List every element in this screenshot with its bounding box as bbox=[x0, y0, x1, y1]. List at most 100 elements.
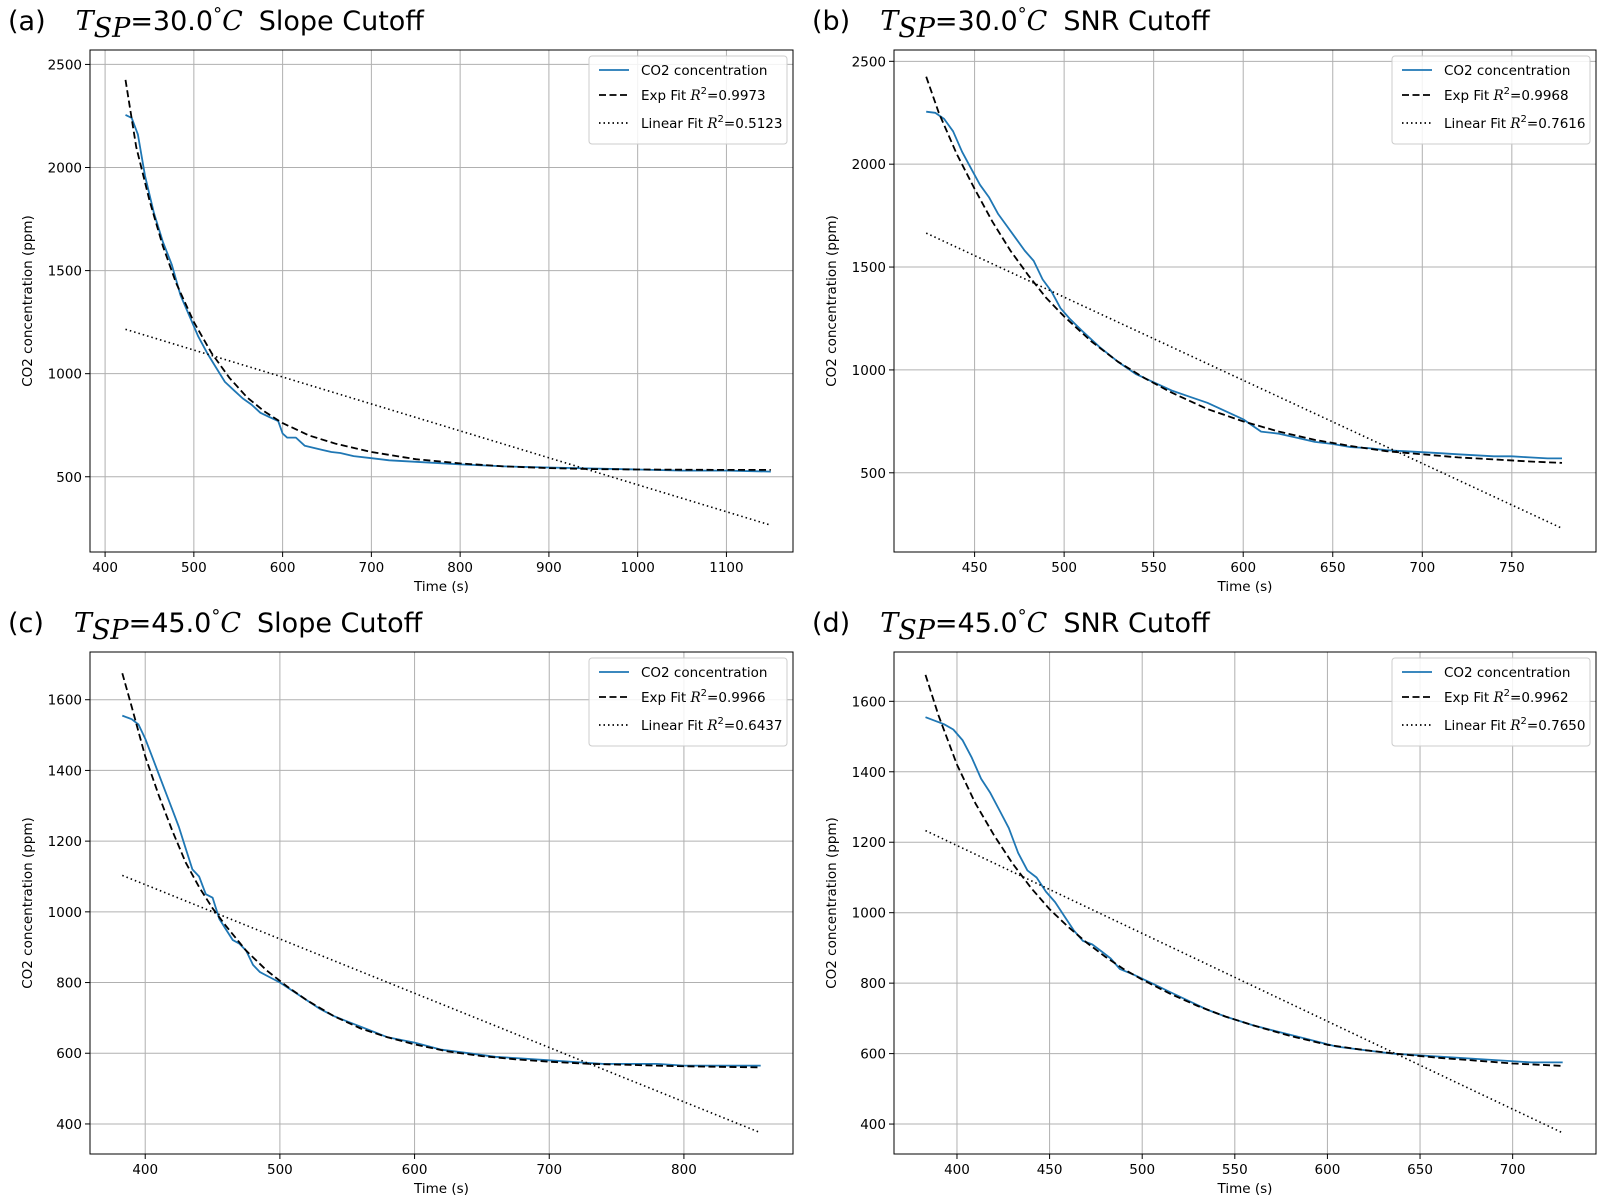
chart-panel-3: (c) TSP=45.0°C Slope Cutoff 400 500 600 700 800… bbox=[8, 606, 794, 1197]
x-tick-label: 600 bbox=[1230, 560, 1256, 576]
title-variable: T bbox=[76, 6, 96, 37]
legend-label: CO2 concentration bbox=[1444, 665, 1570, 681]
legend-r2-value: =0.7650 bbox=[1527, 718, 1586, 734]
x-tick-label: 400 bbox=[132, 1162, 158, 1178]
x-axis-label: Time (s) bbox=[1217, 1181, 1273, 1197]
legend-text: CO2 concentration bbox=[1444, 63, 1570, 79]
legend-r-exponent: 2 bbox=[1504, 688, 1510, 699]
x-tick-label: 600 bbox=[270, 560, 296, 576]
legend-r-exponent: 2 bbox=[718, 114, 724, 125]
title-variable: T bbox=[880, 6, 900, 37]
series-line-linear-fit bbox=[125, 328, 772, 526]
legend-text: CO2 concentration bbox=[641, 63, 767, 79]
title-value: =30.0 bbox=[935, 6, 1018, 37]
y-tick-label: 2000 bbox=[48, 161, 82, 177]
legend-r-symbol: R bbox=[706, 116, 717, 132]
x-tick-label: 1100 bbox=[709, 560, 743, 576]
legend-label: Linear Fit R2=0.6437 bbox=[641, 716, 782, 734]
grid bbox=[90, 652, 793, 1154]
title-unit: C bbox=[1027, 608, 1048, 639]
title-degree: ° bbox=[1018, 4, 1027, 25]
legend-label: Exp Fit R2=0.9968 bbox=[1444, 86, 1569, 104]
plot-frame bbox=[89, 651, 794, 1155]
y-tick-label: 1400 bbox=[48, 763, 82, 779]
x-tick-label: 450 bbox=[962, 560, 988, 576]
title-value: =45.0 bbox=[129, 608, 212, 639]
y-tick-label: 1600 bbox=[48, 693, 82, 709]
plot-frame bbox=[893, 49, 1597, 553]
x-tick-label: 750 bbox=[1499, 560, 1525, 576]
legend-r-symbol: R bbox=[1493, 88, 1504, 104]
panel-letter: (b) bbox=[812, 6, 850, 37]
title-suffix: Slope Cutoff bbox=[257, 608, 424, 639]
legend-label: Exp Fit R2=0.9966 bbox=[641, 688, 766, 706]
grid bbox=[894, 652, 1596, 1154]
legend-text: Linear Fit bbox=[1444, 718, 1510, 734]
title-subscript: SP bbox=[898, 615, 935, 646]
y-tick-label: 600 bbox=[860, 1047, 886, 1063]
series-line-co2-concentration bbox=[926, 110, 1562, 460]
series-line-exp-fit bbox=[924, 674, 1563, 1067]
legend-box bbox=[588, 657, 788, 747]
x-tick-label: 1000 bbox=[620, 560, 654, 576]
title-degree: ° bbox=[211, 606, 220, 627]
legend-label: Exp Fit R2=0.9962 bbox=[1444, 688, 1569, 706]
y-tick-label: 400 bbox=[56, 1117, 82, 1133]
panel-letter: (a) bbox=[8, 6, 46, 37]
legend-text: Exp Fit bbox=[641, 690, 691, 706]
title-degree: ° bbox=[213, 4, 222, 25]
y-tick-label: 1000 bbox=[852, 906, 886, 922]
y-tick-label: 800 bbox=[860, 976, 886, 992]
title-suffix: Slope Cutoff bbox=[259, 6, 426, 37]
legend-r-symbol: R bbox=[1509, 718, 1520, 734]
panel-title: (a) TSP=30.0°C Slope Cutoff bbox=[8, 4, 425, 44]
series-line-exp-fit bbox=[121, 672, 761, 1069]
legend-label: Linear Fit R2=0.5123 bbox=[641, 114, 782, 132]
legend-label: CO2 concentration bbox=[641, 63, 767, 79]
legend-r-exponent: 2 bbox=[718, 716, 724, 727]
legend-r2-value: =0.9962 bbox=[1510, 690, 1569, 706]
legend-r-symbol: R bbox=[1493, 690, 1504, 706]
x-tick-label: 700 bbox=[1500, 1162, 1526, 1178]
chart-panel-4: (d) TSP=45.0°C SNR Cutoff 400 450 500 550 600 65… bbox=[812, 606, 1597, 1197]
title-unit: C bbox=[1027, 6, 1048, 37]
title-subscript: SP bbox=[898, 13, 935, 44]
chart-panel-1: (a) TSP=30.0°C Slope Cutoff 400 500 600 700 800… bbox=[8, 4, 794, 595]
series-group bbox=[924, 674, 1564, 1134]
series-line-exp-fit bbox=[925, 76, 1563, 464]
title-suffix: SNR Cutoff bbox=[1063, 6, 1211, 37]
x-tick-label: 700 bbox=[536, 1162, 562, 1178]
series-line-co2-concentration bbox=[125, 114, 771, 473]
panel-title: (c) TSP=45.0°C Slope Cutoff bbox=[8, 606, 424, 646]
x-axis-label: Time (s) bbox=[413, 1181, 469, 1197]
legend-r-exponent: 2 bbox=[1504, 86, 1510, 97]
x-tick-label: 500 bbox=[267, 1162, 293, 1178]
x-tick-label: 900 bbox=[536, 560, 562, 576]
title-degree: ° bbox=[1018, 606, 1027, 627]
x-tick-label: 500 bbox=[1129, 1162, 1155, 1178]
series-group bbox=[121, 672, 761, 1134]
legend-r-symbol: R bbox=[690, 88, 701, 104]
y-tick-label: 2000 bbox=[852, 157, 886, 173]
series-group bbox=[124, 79, 772, 526]
legend-r2-value: =0.9968 bbox=[1510, 88, 1569, 104]
plot-frame bbox=[89, 49, 794, 553]
legend-box bbox=[588, 55, 788, 145]
legend-text: Linear Fit bbox=[641, 116, 707, 132]
title-suffix: SNR Cutoff bbox=[1063, 608, 1211, 639]
series-line-linear-fit bbox=[925, 829, 1564, 1134]
y-tick-label: 1500 bbox=[48, 264, 82, 280]
y-tick-label: 400 bbox=[860, 1117, 886, 1133]
y-axis-label: CO2 concentration (ppm) bbox=[824, 215, 840, 387]
legend-text: Linear Fit bbox=[641, 718, 707, 734]
legend-text: Exp Fit bbox=[1444, 690, 1494, 706]
y-tick-label: 1400 bbox=[852, 765, 886, 781]
series-line-co2-concentration bbox=[121, 714, 761, 1067]
x-tick-label: 600 bbox=[402, 1162, 428, 1178]
y-axis-label: CO2 concentration (ppm) bbox=[824, 817, 840, 989]
